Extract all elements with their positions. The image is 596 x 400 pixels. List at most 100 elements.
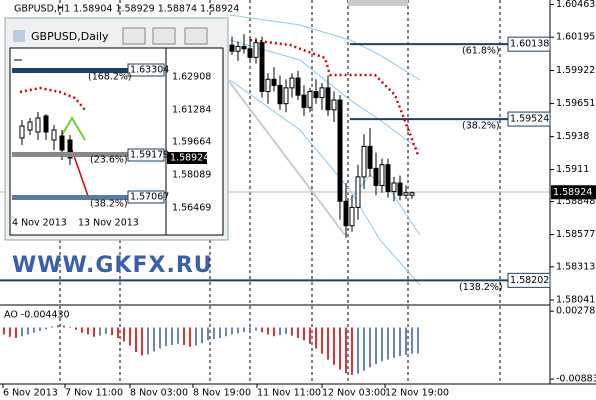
level-label: 1.60138 — [510, 39, 549, 50]
inset-fib-label: (23.6%) — [90, 155, 128, 166]
price-label: 1.59922 — [556, 65, 595, 76]
candle — [235, 41, 241, 61]
level-box — [507, 111, 551, 127]
inset-current-box — [167, 152, 207, 164]
inset-fib-label: (168.2%) — [88, 72, 132, 83]
minimize-button[interactable] — [122, 27, 146, 45]
scroll-marker — [348, 0, 408, 6]
candle — [307, 87, 313, 113]
current-price-box — [551, 185, 596, 200]
inset-window: GBPUSD,Daily 1.63304 (168.2%) 1.59179 (2… — [4, 17, 229, 241]
price-label: 1.59651 — [556, 98, 595, 109]
inset-zigzag — [61, 116, 86, 141]
candle-body — [265, 78, 271, 93]
candle — [271, 67, 277, 92]
inset-icon — [13, 30, 25, 42]
inset-level-box — [127, 190, 165, 204]
header: GBPUSD,H1 1.58904 1.58929 1.58874 1.5892… — [14, 4, 239, 15]
candle-body — [343, 200, 349, 227]
inset-date: 4 Nov 2013 — [12, 218, 67, 229]
candle-body — [301, 94, 307, 108]
candle-body — [229, 44, 235, 52]
candle — [325, 75, 331, 116]
candle — [367, 128, 373, 177]
time-label: 12 Nov 19:00 — [385, 388, 449, 399]
level-box — [507, 36, 551, 52]
candle — [253, 37, 259, 64]
level-box — [507, 272, 551, 288]
current-price: 1.58924 — [553, 187, 592, 198]
candle — [397, 175, 403, 201]
candle-body — [397, 182, 403, 196]
candle-body — [391, 182, 397, 193]
trend-line — [227, 79, 346, 236]
fib-label: (138.2%) — [459, 282, 503, 293]
price-label: 1.5911 — [556, 164, 589, 175]
envelope-lower — [229, 79, 421, 286]
candle-body — [349, 206, 355, 227]
candle — [355, 164, 361, 220]
ao-label: -0.008834 — [556, 374, 596, 385]
inset-price: 1.62908 — [172, 72, 211, 83]
inset-level-label: 1.57067 — [130, 192, 169, 203]
candle-body — [253, 42, 259, 58]
candle — [241, 34, 247, 54]
main-chart — [229, 34, 415, 238]
time-label: 12 Nov 03:00 — [322, 388, 386, 399]
candle-body — [307, 91, 313, 108]
inset-projection — [71, 149, 89, 197]
inset-current: 1.58924 — [170, 153, 209, 164]
candle — [337, 95, 343, 220]
candle — [301, 85, 307, 116]
candle-body — [259, 42, 265, 92]
time-label: 7 Nov 11:00 — [65, 388, 123, 399]
price-label: 1.5938 — [556, 131, 589, 142]
parabolic-sar — [249, 38, 420, 156]
candle-body — [355, 176, 361, 208]
price-label: 1.58577 — [556, 229, 595, 240]
candle — [331, 91, 337, 122]
candle-body — [379, 164, 385, 186]
inset-candles — [19, 112, 73, 165]
watermark: WWW.GKFX.RU — [12, 253, 213, 278]
candle-body — [295, 77, 301, 96]
time-label: 8 Nov 19:00 — [193, 388, 251, 399]
candle-body — [337, 99, 343, 202]
candle — [391, 176, 397, 202]
candle-body — [319, 87, 325, 99]
envelope-mid — [229, 39, 421, 151]
candle-body — [241, 45, 247, 50]
candle — [277, 75, 283, 110]
price-label: 1.60195 — [556, 32, 595, 43]
candle-body — [409, 192, 415, 196]
candle-body — [403, 192, 409, 196]
candle — [403, 185, 409, 199]
level-label: 1.58202 — [510, 275, 549, 286]
candle — [265, 73, 271, 104]
candle — [295, 70, 301, 101]
candle — [319, 82, 325, 110]
candle-body — [331, 99, 337, 111]
maximize-button[interactable] — [152, 27, 176, 45]
ao-title: AO -0.004430 — [4, 310, 70, 321]
price-label: 1.58848 — [556, 196, 595, 207]
candle-body — [277, 84, 283, 105]
candle-body — [325, 87, 331, 111]
candle-body — [385, 164, 391, 193]
time-label: 8 Nov 03:00 — [130, 388, 188, 399]
candle — [373, 152, 379, 196]
envelope-upper — [229, 14, 421, 81]
inset-level-bar — [12, 68, 152, 73]
inset-price: 1.59664 — [172, 137, 211, 148]
candle — [283, 79, 289, 113]
close-button[interactable] — [184, 27, 208, 45]
inset-sar — [19, 86, 86, 111]
inset-level-label: 1.63304 — [130, 65, 169, 76]
inset-title: GBPUSD,Daily — [31, 30, 109, 43]
candle — [259, 36, 265, 98]
inset-level-box — [127, 148, 165, 162]
candle-body — [313, 91, 319, 99]
candle-body — [247, 48, 253, 58]
